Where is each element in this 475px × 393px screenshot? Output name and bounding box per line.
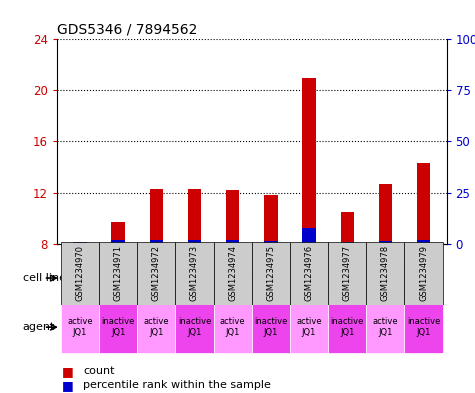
Bar: [188, 240, 201, 244]
Text: MB002: MB002: [77, 272, 121, 285]
Bar: [264, 241, 277, 244]
FancyBboxPatch shape: [61, 242, 99, 305]
FancyBboxPatch shape: [366, 259, 443, 297]
Text: active
JQ1: active JQ1: [220, 317, 246, 337]
FancyBboxPatch shape: [252, 302, 290, 353]
FancyBboxPatch shape: [175, 302, 214, 353]
FancyBboxPatch shape: [99, 302, 137, 353]
Bar: [379, 241, 392, 244]
Text: MB004: MB004: [154, 272, 197, 285]
FancyBboxPatch shape: [214, 242, 252, 305]
Text: GSM1234971: GSM1234971: [114, 245, 123, 301]
FancyBboxPatch shape: [290, 302, 328, 353]
Text: inactive
JQ1: inactive JQ1: [178, 317, 211, 337]
Bar: [188, 189, 201, 244]
Bar: [112, 240, 125, 244]
Bar: [73, 242, 86, 244]
Text: inactive
JQ1: inactive JQ1: [331, 317, 364, 337]
Text: GSM1234975: GSM1234975: [266, 245, 276, 301]
Text: active
JQ1: active JQ1: [372, 317, 398, 337]
FancyBboxPatch shape: [137, 302, 175, 353]
FancyBboxPatch shape: [405, 242, 443, 305]
FancyBboxPatch shape: [214, 302, 252, 353]
Text: D556: D556: [388, 272, 421, 285]
Text: D458: D458: [312, 272, 345, 285]
Text: active
JQ1: active JQ1: [67, 317, 93, 337]
FancyBboxPatch shape: [328, 302, 366, 353]
Text: ■: ■: [62, 378, 74, 392]
Bar: [150, 189, 163, 244]
FancyBboxPatch shape: [137, 242, 175, 305]
FancyBboxPatch shape: [328, 242, 366, 305]
Bar: [303, 228, 316, 244]
Text: GSM1234976: GSM1234976: [304, 245, 314, 301]
Text: count: count: [83, 366, 114, 376]
Bar: [226, 241, 239, 244]
Text: GSM1234977: GSM1234977: [343, 245, 352, 301]
Bar: [379, 184, 392, 244]
Bar: [150, 241, 163, 244]
FancyBboxPatch shape: [137, 259, 214, 297]
Text: GDS5346 / 7894562: GDS5346 / 7894562: [57, 23, 198, 37]
FancyBboxPatch shape: [99, 242, 137, 305]
Text: cell line: cell line: [23, 273, 66, 283]
FancyBboxPatch shape: [290, 259, 366, 297]
Text: ■: ■: [62, 365, 74, 378]
FancyBboxPatch shape: [366, 242, 405, 305]
FancyBboxPatch shape: [175, 242, 214, 305]
FancyBboxPatch shape: [290, 242, 328, 305]
Text: GSM1234973: GSM1234973: [190, 245, 199, 301]
Bar: [264, 195, 277, 244]
Bar: [417, 163, 430, 244]
FancyBboxPatch shape: [405, 302, 443, 353]
Text: GSM1234972: GSM1234972: [152, 245, 161, 301]
Text: GSM1234979: GSM1234979: [419, 245, 428, 301]
Text: inactive
JQ1: inactive JQ1: [407, 317, 440, 337]
Bar: [226, 190, 239, 244]
Bar: [417, 240, 430, 244]
Bar: [303, 77, 316, 244]
Text: GSM1234974: GSM1234974: [228, 245, 237, 301]
Bar: [341, 212, 354, 244]
Text: percentile rank within the sample: percentile rank within the sample: [83, 380, 271, 390]
FancyBboxPatch shape: [214, 259, 290, 297]
Text: GSM1234970: GSM1234970: [76, 245, 85, 301]
Text: inactive
JQ1: inactive JQ1: [254, 317, 287, 337]
Bar: [341, 242, 354, 244]
Text: agent: agent: [23, 322, 55, 332]
FancyBboxPatch shape: [366, 302, 405, 353]
Text: D283: D283: [235, 272, 268, 285]
FancyBboxPatch shape: [61, 302, 99, 353]
Text: active
JQ1: active JQ1: [143, 317, 169, 337]
Bar: [73, 242, 86, 244]
Text: GSM1234978: GSM1234978: [381, 245, 390, 301]
Text: inactive
JQ1: inactive JQ1: [101, 317, 135, 337]
FancyBboxPatch shape: [61, 259, 137, 297]
Text: active
JQ1: active JQ1: [296, 317, 322, 337]
Bar: [112, 222, 125, 244]
FancyBboxPatch shape: [252, 242, 290, 305]
